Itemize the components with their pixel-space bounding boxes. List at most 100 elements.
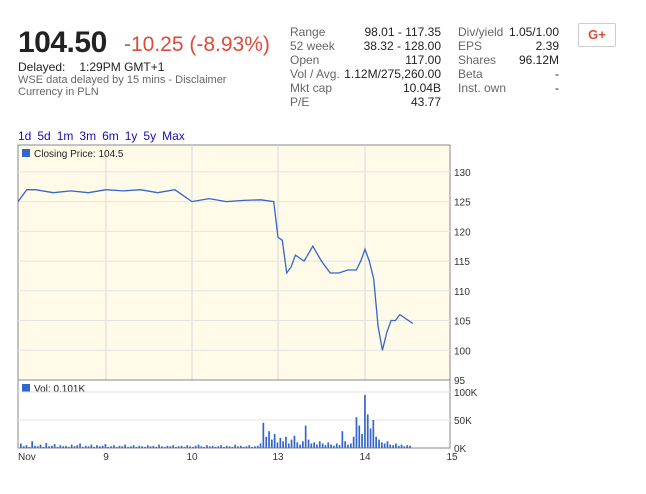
range-3m[interactable]: 3m (79, 129, 97, 143)
volume-bar (177, 446, 180, 448)
stat-label: Vol / Avg. (290, 67, 340, 81)
volume-bar (324, 445, 327, 448)
volume-bar (149, 446, 152, 448)
stat-inst-own: Inst. own - (458, 81, 559, 95)
volume-bar (358, 425, 361, 448)
stat-label: Mkt cap (290, 81, 333, 95)
volume-bar (22, 446, 25, 448)
range-max[interactable]: Max (162, 129, 185, 143)
volume-bar (276, 442, 279, 448)
volume-bar (118, 445, 121, 448)
volume-bar (220, 445, 222, 448)
volume-bar (189, 446, 191, 448)
volume-bar (146, 445, 149, 448)
volume-bar (330, 444, 332, 448)
stat-value: 43.77 (410, 95, 441, 109)
quote-time: 1:29PM GMT+1 (79, 60, 165, 74)
volume-bar (166, 445, 169, 448)
stat-value: - (555, 67, 559, 81)
stat-label: EPS (458, 39, 483, 53)
volume-bar (208, 446, 211, 448)
volume-bar (84, 445, 87, 448)
volume-bar (352, 436, 355, 448)
range-1d[interactable]: 1d (18, 129, 32, 143)
volume-bar (372, 420, 375, 448)
stat-label: P/E (290, 95, 310, 109)
volume-tick-label: 100K (454, 388, 478, 399)
volume-bar (254, 446, 256, 448)
volume-bar (51, 445, 53, 448)
disclaimer-text[interactable]: WSE data delayed by 15 mins - Disclaimer (18, 74, 227, 86)
y-tick-label: 125 (454, 198, 471, 209)
volume-bar (62, 446, 64, 448)
volume-bar (318, 441, 321, 448)
volume-bar (73, 446, 76, 448)
y-tick-label: 130 (454, 168, 471, 179)
volume-bar (138, 445, 141, 448)
volume-bar (194, 445, 197, 448)
volume-bar (386, 441, 389, 448)
volume-panel (17, 379, 451, 449)
x-tick-label: 14 (359, 452, 371, 463)
stat-value: 10.04B (402, 81, 441, 95)
price-panel (17, 144, 451, 381)
volume-bar (293, 435, 296, 448)
y-tick-label: 100 (454, 346, 471, 357)
volume-bar (245, 446, 248, 448)
volume-bar (282, 441, 284, 448)
volume-bar (53, 444, 56, 448)
y-tick-label: 95 (454, 376, 466, 387)
range-5y[interactable]: 5y (143, 129, 157, 143)
stats-column-2: Div/yield 1.05/1.00 EPS 2.39 Shares 96.12M … (458, 25, 559, 101)
volume-bar (31, 441, 33, 448)
volume-bar (93, 446, 95, 448)
volume-bar (124, 444, 126, 448)
volume-bar (395, 443, 397, 448)
volume-bar (256, 445, 259, 448)
stat-div-yield: Div/yield 1.05/1.00 (458, 25, 559, 39)
volume-bar (158, 444, 160, 448)
volume-bar (242, 446, 245, 448)
volume-bar (141, 446, 143, 448)
y-tick-label: 110 (454, 287, 470, 298)
volume-bar (383, 443, 386, 448)
volume-bar (304, 425, 307, 448)
stat-volume: Vol / Avg. 1.12M/275,260.00 (290, 67, 441, 81)
volume-bar (214, 446, 217, 448)
price-line (17, 189, 414, 351)
volume-bar (200, 446, 203, 448)
stat-value: 98.01 - 117.35 (364, 25, 441, 39)
volume-legend: Vol: 0.101K (34, 384, 85, 395)
volume-bar (104, 444, 107, 448)
volume-bar (228, 446, 231, 448)
stat-beta: Beta - (458, 67, 559, 81)
stat-label: Beta (458, 67, 483, 81)
volume-bar (217, 446, 220, 448)
x-tick-label: 15 (446, 452, 458, 463)
stock-price: 104.50 (18, 26, 107, 59)
range-1y[interactable]: 1y (124, 129, 138, 143)
volume-bar (406, 445, 409, 448)
volume-bar (231, 446, 234, 448)
volume-bar (65, 445, 67, 448)
volume-bar (335, 443, 338, 448)
volume-bar (59, 445, 62, 448)
y-tick-label: 115 (454, 257, 470, 268)
volume-bar (262, 422, 265, 448)
volume-bar (155, 446, 158, 448)
volume-bar (364, 394, 366, 448)
volume-bar (327, 442, 330, 448)
volume-bar (344, 441, 346, 448)
volume-bar (296, 442, 299, 448)
range-1m[interactable]: 1m (56, 129, 74, 143)
range-6m[interactable]: 6m (102, 129, 119, 143)
volume-bar (268, 431, 270, 448)
range-5d[interactable]: 5d (37, 129, 51, 143)
volume-bar (366, 414, 369, 448)
volume-bar (310, 443, 313, 448)
stat-pe: P/E 43.77 (290, 95, 441, 109)
volume-bar (82, 446, 84, 448)
google-plus-share-button[interactable]: G+ (578, 23, 616, 47)
stat-52-week: 52 week 38.32 - 128.00 (290, 39, 441, 53)
